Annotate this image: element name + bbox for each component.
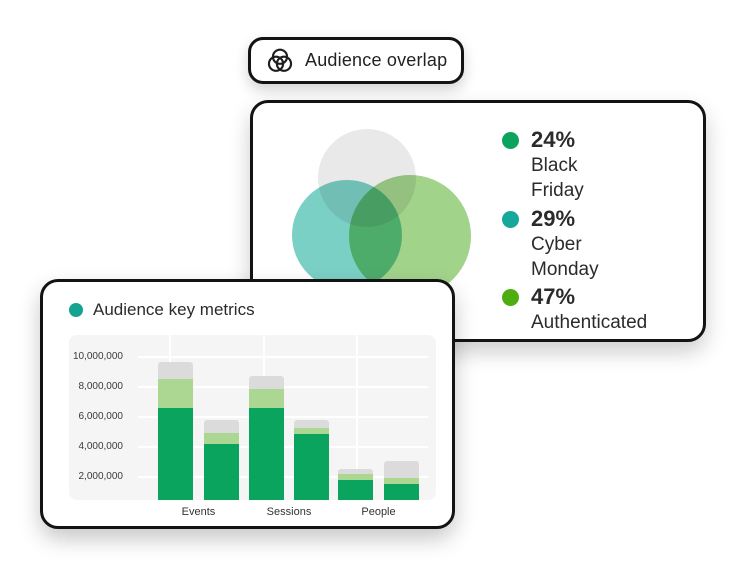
chart-plot-area: 10,000,000 8,000,000 6,000,000 4,000,000 2,0… xyxy=(69,335,436,500)
bar-segment-secondary xyxy=(204,432,239,444)
stat-value: 47% xyxy=(531,284,576,309)
bar-segment-primary xyxy=(158,407,193,500)
metrics-title: Audience key metrics xyxy=(93,300,255,319)
bar-segment-tertiary xyxy=(249,376,284,389)
venn-diagram xyxy=(253,103,703,339)
bar-segment-primary xyxy=(338,479,373,500)
badge-label: Audience overlap xyxy=(305,50,448,70)
x-axis-category-label: Sessions xyxy=(266,506,312,518)
bar-segment-tertiary xyxy=(204,420,239,433)
bar-segment-tertiary xyxy=(338,469,373,475)
metrics-title-row: Audience key metrics xyxy=(69,300,255,320)
bar-segment-secondary xyxy=(384,478,419,485)
stacked-bar xyxy=(158,362,193,500)
stacked-bar xyxy=(204,420,239,500)
audience-overlap-card: 24% Black Friday 29% Cyber Monday 47% Au… xyxy=(250,100,706,342)
bar-segment-secondary xyxy=(158,378,193,408)
bar-segment-primary xyxy=(249,408,284,500)
stat-row-cyber-monday: 29% Cyber Monday xyxy=(502,206,599,282)
stacked-bar xyxy=(249,376,284,500)
y-axis-tick-label: 4,000,000 xyxy=(78,441,124,452)
bar-segment-primary xyxy=(294,433,329,500)
bar-segment-tertiary xyxy=(294,420,329,428)
stacked-bar xyxy=(338,469,373,500)
y-axis-tick-label: 2,000,000 xyxy=(78,471,124,482)
bar-segment-secondary xyxy=(338,474,373,480)
stat-dot-black-friday xyxy=(502,132,519,149)
stat-value: 24% xyxy=(531,127,576,152)
audience-overlap-badge: Audience overlap xyxy=(248,37,464,84)
y-axis-tick-label: 10,000,000 xyxy=(72,351,123,362)
bar-segment-primary xyxy=(384,484,419,500)
x-axis-category-label: People xyxy=(361,506,396,518)
stat-dot-cyber-monday xyxy=(502,211,519,228)
y-axis-tick-label: 8,000,000 xyxy=(78,381,124,392)
stat-row-black-friday: 24% Black Friday xyxy=(502,127,584,203)
bar-segment-tertiary xyxy=(384,461,419,479)
bar-segment-primary xyxy=(204,444,239,500)
audience-key-metrics-card: Audience key metrics 10,000,000 8,000,000… xyxy=(40,279,455,529)
stacked-bar xyxy=(294,420,329,500)
stat-label: Authenticated xyxy=(531,312,648,333)
stat-dot-authenticated xyxy=(502,289,519,306)
stat-label: Black Friday xyxy=(531,155,584,201)
horizontal-gridline xyxy=(138,356,428,358)
metrics-title-dot xyxy=(69,303,83,317)
x-axis-category-label: Events xyxy=(181,506,216,518)
bar-segment-secondary xyxy=(294,427,329,434)
stat-value: 29% xyxy=(531,206,576,231)
y-axis-tick-label: 6,000,000 xyxy=(78,411,124,422)
bar-segment-secondary xyxy=(249,388,284,409)
stat-label: Cyber Monday xyxy=(531,234,599,280)
stacked-bar-chart: 10,000,000 8,000,000 6,000,000 4,000,000 2,0… xyxy=(69,335,436,531)
venn-circle-green xyxy=(349,175,471,297)
bar-segment-tertiary xyxy=(158,362,193,379)
stacked-bar xyxy=(384,461,419,500)
venn-diagram-icon xyxy=(267,48,293,72)
stat-row-authenticated: 47% Authenticated xyxy=(502,284,647,335)
